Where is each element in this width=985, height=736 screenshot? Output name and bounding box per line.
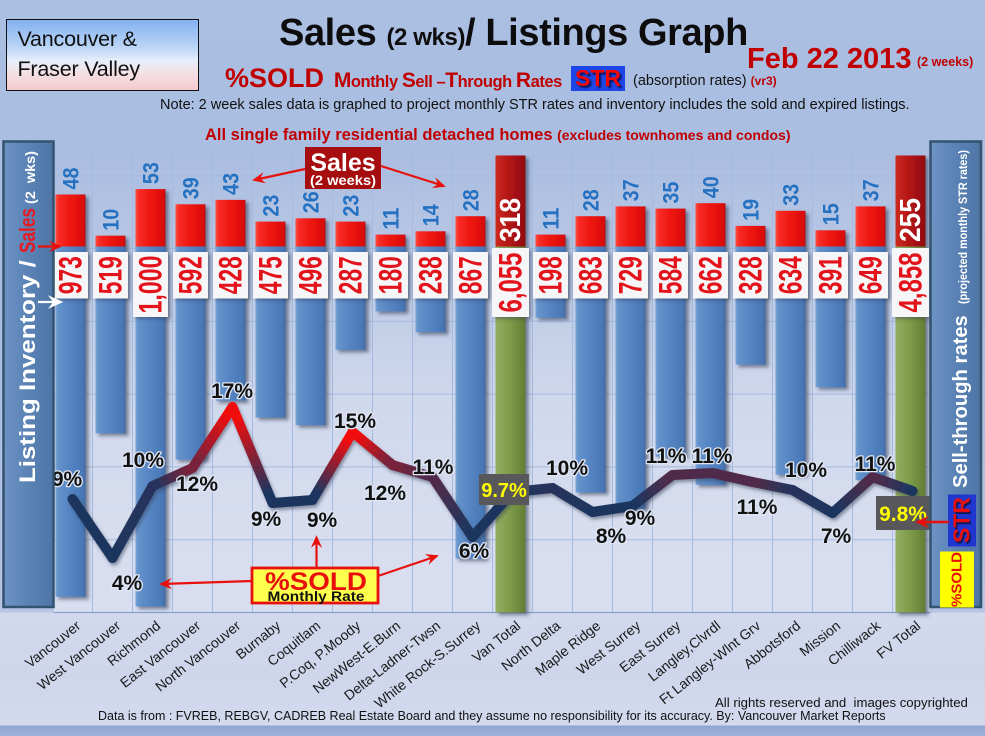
svg-text:4,858: 4,858 bbox=[893, 253, 929, 313]
svg-text:7%: 7% bbox=[821, 525, 852, 548]
svg-text:11%: 11% bbox=[737, 496, 778, 519]
svg-text:683: 683 bbox=[573, 256, 609, 294]
svg-text:9%: 9% bbox=[307, 509, 338, 532]
svg-text:15%: 15% bbox=[334, 410, 376, 433]
svg-text:238: 238 bbox=[413, 256, 449, 294]
svg-text:23: 23 bbox=[339, 195, 364, 217]
svg-text:(2 weeks): (2 weeks) bbox=[310, 173, 376, 188]
svg-text:12%: 12% bbox=[364, 482, 406, 505]
svg-text:35: 35 bbox=[659, 182, 684, 204]
svg-text:48: 48 bbox=[59, 168, 84, 190]
svg-text:9%: 9% bbox=[251, 508, 282, 531]
svg-text:475: 475 bbox=[253, 256, 289, 294]
svg-text:23: 23 bbox=[259, 195, 284, 217]
svg-text:328: 328 bbox=[733, 256, 769, 294]
svg-text:180: 180 bbox=[373, 256, 409, 294]
svg-text:15: 15 bbox=[819, 203, 844, 225]
svg-text:973: 973 bbox=[53, 256, 89, 294]
svg-text:12%: 12% bbox=[176, 473, 218, 496]
svg-text:17%: 17% bbox=[211, 380, 253, 403]
svg-text:867: 867 bbox=[453, 256, 489, 294]
svg-text:43: 43 bbox=[219, 173, 244, 195]
svg-text:STR: STR bbox=[950, 499, 976, 545]
svg-text:391: 391 bbox=[813, 256, 849, 294]
svg-text:33: 33 bbox=[779, 184, 804, 206]
svg-text:519: 519 bbox=[93, 256, 129, 294]
svg-text:11: 11 bbox=[539, 208, 564, 230]
svg-text:428: 428 bbox=[213, 256, 249, 294]
svg-text:11%: 11% bbox=[855, 453, 896, 476]
svg-text:255: 255 bbox=[895, 198, 927, 242]
svg-text:649: 649 bbox=[853, 256, 889, 294]
svg-text:39: 39 bbox=[179, 177, 204, 199]
svg-text:28: 28 bbox=[579, 189, 604, 211]
svg-text:STR: STR bbox=[949, 497, 975, 543]
svg-text:10%: 10% bbox=[122, 449, 164, 472]
svg-text:9%: 9% bbox=[52, 468, 83, 491]
svg-text:40: 40 bbox=[699, 176, 724, 198]
svg-text:634: 634 bbox=[773, 256, 809, 294]
svg-text:592: 592 bbox=[173, 256, 209, 294]
svg-text:1,000: 1,000 bbox=[133, 256, 169, 314]
svg-text:11%: 11% bbox=[692, 445, 733, 468]
svg-text:729: 729 bbox=[613, 256, 649, 294]
svg-text:6,055: 6,055 bbox=[493, 253, 529, 313]
svg-text:8%: 8% bbox=[596, 525, 627, 548]
svg-text:10%: 10% bbox=[546, 457, 588, 480]
svg-text:11%: 11% bbox=[413, 456, 454, 479]
svg-text:287: 287 bbox=[333, 256, 369, 294]
svg-text:4%: 4% bbox=[112, 572, 143, 595]
svg-text:584: 584 bbox=[653, 256, 689, 294]
svg-text:6%: 6% bbox=[459, 540, 490, 563]
svg-text:Listing Inventory / Sales (2: Listing Inventory / Sales (2 wks) bbox=[15, 151, 40, 483]
svg-text:318: 318 bbox=[495, 198, 527, 242]
svg-text:37: 37 bbox=[859, 179, 884, 201]
svg-text:198: 198 bbox=[533, 256, 569, 294]
svg-text:10: 10 bbox=[99, 209, 124, 231]
svg-text:9.7%: 9.7% bbox=[481, 480, 527, 502]
svg-text:37: 37 bbox=[619, 179, 644, 201]
svg-text:Sales: Sales bbox=[310, 149, 375, 177]
svg-text:11: 11 bbox=[379, 208, 404, 230]
svg-text:26: 26 bbox=[299, 191, 324, 213]
svg-text:%SOLD: %SOLD bbox=[265, 568, 367, 596]
svg-text:496: 496 bbox=[293, 256, 329, 294]
svg-text:53: 53 bbox=[139, 162, 164, 184]
svg-text:%SOLD: %SOLD bbox=[949, 552, 966, 607]
svg-text:10%: 10% bbox=[785, 459, 827, 482]
svg-text:11%: 11% bbox=[646, 445, 687, 468]
svg-text:28: 28 bbox=[459, 189, 484, 211]
svg-text:9%: 9% bbox=[625, 507, 656, 530]
svg-text:14: 14 bbox=[419, 204, 444, 227]
svg-text:Sell-through rates (projected: Sell-through rates (projected monthly ST… bbox=[950, 150, 972, 488]
svg-text:662: 662 bbox=[693, 256, 729, 294]
svg-text:19: 19 bbox=[739, 199, 764, 221]
svg-text:Monthly Rate: Monthly Rate bbox=[268, 589, 366, 604]
